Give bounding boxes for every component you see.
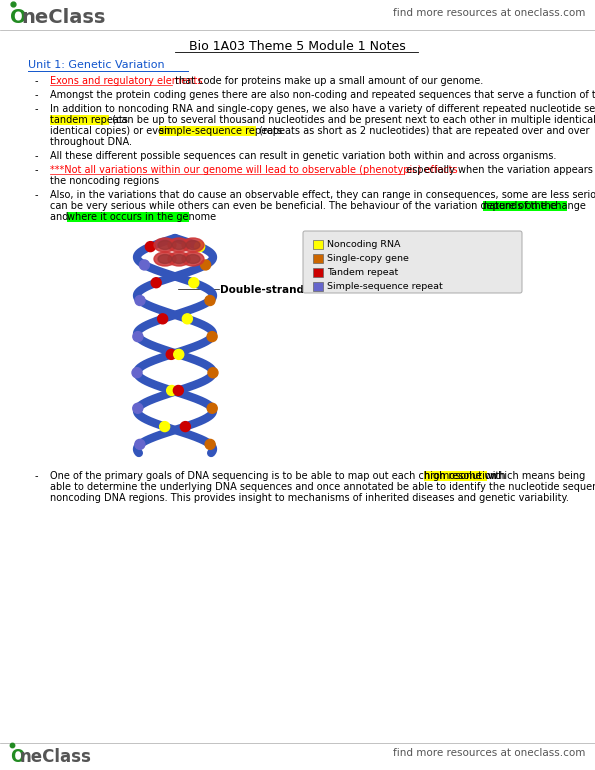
Circle shape (132, 368, 142, 378)
Text: -: - (35, 190, 39, 200)
Circle shape (133, 403, 143, 413)
Ellipse shape (158, 255, 172, 263)
Text: can be very serious while others can even be beneficial. The behaviour of the va: can be very serious while others can eve… (50, 201, 560, 211)
Text: Single-copy gene: Single-copy gene (327, 254, 409, 263)
Text: high resolution: high resolution (424, 471, 497, 481)
Ellipse shape (172, 255, 186, 263)
Ellipse shape (182, 252, 204, 266)
Circle shape (205, 440, 215, 450)
Circle shape (158, 314, 168, 324)
Text: Noncoding RNA: Noncoding RNA (327, 240, 400, 249)
Circle shape (166, 350, 176, 360)
Ellipse shape (186, 255, 200, 263)
Circle shape (133, 332, 143, 342)
Text: -: - (35, 90, 39, 100)
FancyBboxPatch shape (303, 231, 522, 293)
Text: -: - (35, 76, 39, 86)
Text: the noncoding regions: the noncoding regions (50, 176, 159, 186)
Circle shape (174, 350, 184, 360)
Text: Also, in the variations that do cause an observable effect, they can range in co: Also, in the variations that do cause an… (50, 190, 595, 200)
Text: neClass: neClass (21, 8, 105, 27)
Circle shape (180, 422, 190, 432)
Ellipse shape (154, 238, 176, 252)
FancyBboxPatch shape (313, 254, 323, 263)
Text: find more resources at oneclass.com: find more resources at oneclass.com (393, 748, 585, 758)
Text: -: - (35, 104, 39, 114)
Text: One of the primary goals of DNA sequencing is to be able to map out each chromos: One of the primary goals of DNA sequenci… (50, 471, 509, 481)
Text: where it occurs in the genome: where it occurs in the genome (67, 212, 216, 222)
Circle shape (208, 368, 218, 378)
Text: Unit 1: Genetic Variation: Unit 1: Genetic Variation (28, 60, 165, 70)
Text: noncoding DNA regions. This provides insight to mechanisms of inherited diseases: noncoding DNA regions. This provides ins… (50, 493, 569, 503)
Circle shape (207, 332, 217, 342)
Circle shape (151, 278, 161, 288)
Ellipse shape (168, 238, 190, 252)
FancyBboxPatch shape (50, 115, 109, 125)
Text: that code for proteins make up a small amount of our genome.: that code for proteins make up a small a… (172, 76, 483, 86)
Ellipse shape (158, 240, 172, 249)
FancyBboxPatch shape (313, 268, 323, 277)
Ellipse shape (154, 252, 176, 266)
Text: O: O (10, 8, 27, 27)
Text: (can be up to several thousand nucleotides and be present next to each other in : (can be up to several thousand nucleotid… (109, 115, 595, 125)
FancyBboxPatch shape (313, 282, 323, 291)
Text: O: O (10, 748, 24, 766)
Text: Exons and regulatory elements: Exons and regulatory elements (50, 76, 202, 86)
Text: (repeats as short as 2 nucleotides) that are repeated over and over: (repeats as short as 2 nucleotides) that… (256, 126, 589, 136)
Text: identical copies) or even: identical copies) or even (50, 126, 173, 136)
Circle shape (167, 386, 177, 396)
FancyBboxPatch shape (483, 201, 566, 211)
Ellipse shape (172, 240, 186, 249)
FancyBboxPatch shape (67, 212, 189, 222)
Text: especially when the variation appears in: especially when the variation appears in (403, 165, 595, 175)
Ellipse shape (182, 238, 204, 252)
Text: which means being: which means being (487, 471, 585, 481)
Text: tandem repeats: tandem repeats (50, 115, 128, 125)
Ellipse shape (168, 252, 190, 266)
Text: Amongst the protein coding genes there are also non-coding and repeated sequence: Amongst the protein coding genes there a… (50, 90, 595, 100)
Text: Bio 1A03 Theme 5 Module 1 Notes: Bio 1A03 Theme 5 Module 1 Notes (189, 40, 405, 53)
Circle shape (173, 386, 183, 396)
Text: -: - (35, 151, 39, 161)
Text: able to determine the underlying DNA sequences and once annotated be able to ide: able to determine the underlying DNA seq… (50, 482, 595, 492)
FancyBboxPatch shape (313, 240, 323, 249)
Circle shape (135, 296, 145, 306)
Circle shape (135, 440, 145, 450)
Ellipse shape (186, 240, 200, 249)
Text: -: - (35, 165, 39, 175)
FancyBboxPatch shape (159, 126, 256, 136)
Text: ***Not all variations within our genome will lead to observable (phenotypic) eff: ***Not all variations within our genome … (50, 165, 458, 175)
Text: nature of the change: nature of the change (483, 201, 585, 211)
Text: Double-stranded DNA: Double-stranded DNA (220, 286, 347, 296)
Text: throughout DNA.: throughout DNA. (50, 137, 132, 147)
Text: -: - (35, 471, 39, 481)
Circle shape (145, 242, 155, 252)
Text: simple-sequence repeats: simple-sequence repeats (159, 126, 282, 136)
Circle shape (159, 422, 170, 432)
Circle shape (139, 260, 149, 270)
Circle shape (201, 260, 211, 270)
Text: neClass: neClass (20, 748, 92, 766)
Circle shape (195, 242, 205, 252)
Circle shape (182, 314, 192, 324)
Text: Simple-sequence repeat: Simple-sequence repeat (327, 282, 443, 291)
Text: In addition to noncoding RNA and single-copy genes, we also have a variety of di: In addition to noncoding RNA and single-… (50, 104, 595, 114)
Circle shape (189, 278, 199, 288)
Text: All these different possible sequences can result in genetic variation both with: All these different possible sequences c… (50, 151, 556, 161)
Text: Tandem repeat: Tandem repeat (327, 268, 398, 277)
Text: find more resources at oneclass.com: find more resources at oneclass.com (393, 8, 585, 18)
Circle shape (205, 296, 215, 306)
FancyBboxPatch shape (424, 471, 487, 481)
Circle shape (207, 403, 217, 413)
Text: and: and (50, 212, 71, 222)
